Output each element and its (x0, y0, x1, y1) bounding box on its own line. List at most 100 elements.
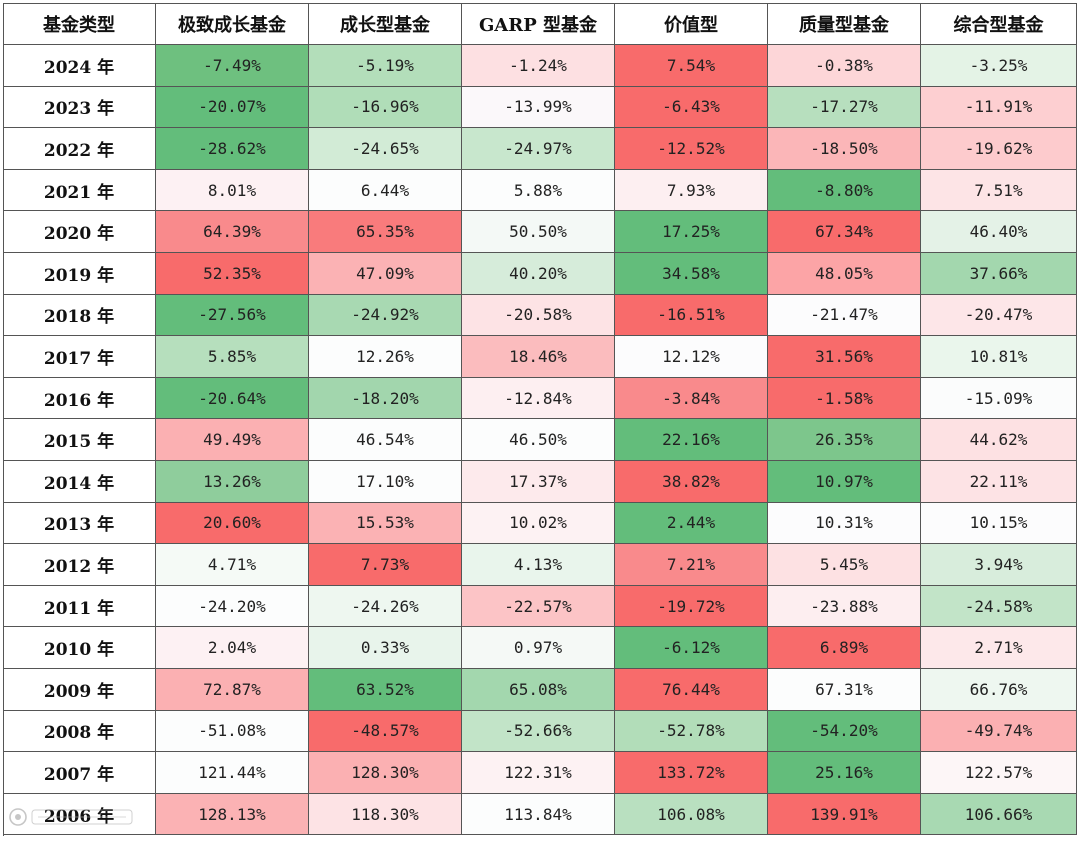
table-cell-value: -5.19% (309, 45, 462, 87)
table-cell-value: 17.10% (309, 461, 462, 503)
table-cell-value: 6.44% (309, 169, 462, 212)
table-cell-value: -24.26% (309, 585, 462, 628)
table-cell-value: 0.97% (462, 627, 615, 669)
table-cell-value: -7.49% (156, 45, 309, 87)
table-cell-value: 7.21% (615, 544, 768, 586)
table-cell-value: 26.35% (768, 419, 921, 461)
table-cell-value: 65.35% (309, 211, 462, 253)
column-header: GARP 型基金 (462, 3, 615, 45)
table-cell-value: 7.51% (921, 169, 1077, 212)
table-cell-value: -19.72% (615, 585, 768, 628)
table-cell-value: -49.74% (921, 710, 1077, 753)
table-cell-value: -3.25% (921, 45, 1077, 87)
table-cell-value: 50.50% (462, 211, 615, 253)
table-cell-value: 10.31% (768, 502, 921, 545)
row-year-label: 2006 年 (3, 793, 156, 836)
table-cell-value: 10.81% (921, 336, 1077, 378)
table-cell-value: 2.71% (921, 627, 1077, 669)
table-cell-value: 6.89% (768, 627, 921, 669)
table-cell-value: 22.16% (615, 419, 768, 461)
table-cell-value: 0.33% (309, 627, 462, 669)
table-cell-value: -22.57% (462, 585, 615, 628)
table-cell-value: 122.31% (462, 752, 615, 794)
table-cell-value: 72.87% (156, 669, 309, 711)
table-cell-value: -23.88% (768, 585, 921, 628)
table-cell-value: 106.66% (921, 793, 1077, 836)
table-cell-value: -52.66% (462, 710, 615, 753)
table-cell-value: 10.02% (462, 502, 615, 545)
row-year-label: 2008 年 (3, 710, 156, 753)
table-cell-value: 7.93% (615, 169, 768, 212)
table-cell-value: -28.62% (156, 128, 309, 170)
column-header: 极致成长基金 (156, 3, 309, 45)
row-year-label: 2014 年 (3, 461, 156, 503)
table-cell-value: -0.38% (768, 45, 921, 87)
table-cell-value: -17.27% (768, 86, 921, 129)
table-cell-value: 46.50% (462, 419, 615, 461)
table-cell-value: -24.65% (309, 128, 462, 170)
table-cell-value: -16.96% (309, 86, 462, 129)
table-cell-value: 34.58% (615, 253, 768, 295)
table-cell-value: 18.46% (462, 336, 615, 378)
table-cell-value: -52.78% (615, 710, 768, 753)
row-year-label: 2017 年 (3, 336, 156, 378)
table-cell-value: -27.56% (156, 294, 309, 337)
table-cell-value: 128.30% (309, 752, 462, 794)
table-cell-value: -18.50% (768, 128, 921, 170)
table-cell-value: 37.66% (921, 253, 1077, 295)
table-cell-value: -3.84% (615, 377, 768, 420)
table-cell-value: -16.51% (615, 294, 768, 337)
table-cell-value: -6.43% (615, 86, 768, 129)
table-cell-value: 46.40% (921, 211, 1077, 253)
table-cell-value: 22.11% (921, 461, 1077, 503)
table-cell-value: 128.13% (156, 793, 309, 836)
table-cell-value: -20.64% (156, 377, 309, 420)
table-cell-value: -54.20% (768, 710, 921, 753)
table-cell-value: 133.72% (615, 752, 768, 794)
table-cell-value: -12.84% (462, 377, 615, 420)
table-cell-value: 4.13% (462, 544, 615, 586)
table-cell-value: 4.71% (156, 544, 309, 586)
row-year-label: 2010 年 (3, 627, 156, 669)
table-cell-value: -48.57% (309, 710, 462, 753)
row-year-label: 2020 年 (3, 211, 156, 253)
table-cell-value: 121.44% (156, 752, 309, 794)
column-header: 质量型基金 (768, 3, 921, 45)
table-cell-value: 52.35% (156, 253, 309, 295)
table-cell-value: -12.52% (615, 128, 768, 170)
table-cell-value: -24.58% (921, 585, 1077, 628)
table-cell-value: 122.57% (921, 752, 1077, 794)
table-cell-value: 7.73% (309, 544, 462, 586)
table-cell-value: -20.47% (921, 294, 1077, 337)
row-year-label: 2011 年 (3, 585, 156, 628)
table-cell-value: -19.62% (921, 128, 1077, 170)
row-year-label: 2015 年 (3, 419, 156, 461)
table-cell-value: -21.47% (768, 294, 921, 337)
fund-returns-table: 基金类型 极致成长基金 成长型基金 GARP 型基金 价值型 质量型基金 综合型基金 2024… (3, 3, 1077, 836)
table-cell-value: 13.26% (156, 461, 309, 503)
table-cell-value: -51.08% (156, 710, 309, 753)
row-year-label: 2009 年 (3, 669, 156, 711)
table-cell-value: 49.49% (156, 419, 309, 461)
row-year-label: 2007 年 (3, 752, 156, 794)
column-header: 综合型基金 (921, 3, 1077, 45)
table-cell-value: 10.15% (921, 502, 1077, 545)
table-cell-value: 5.45% (768, 544, 921, 586)
table-cell-value: -20.07% (156, 86, 309, 129)
table-cell-value: -6.12% (615, 627, 768, 669)
table-cell-value: 48.05% (768, 253, 921, 295)
table-cell-value: 106.08% (615, 793, 768, 836)
table-cell-value: 113.84% (462, 793, 615, 836)
row-year-label: 2016 年 (3, 377, 156, 420)
table-cell-value: -24.20% (156, 585, 309, 628)
table-cell-value: -15.09% (921, 377, 1077, 420)
table-cell-value: 15.53% (309, 502, 462, 545)
table-cell-value: 38.82% (615, 461, 768, 503)
table-cell-value: 10.97% (768, 461, 921, 503)
table-cell-value: 76.44% (615, 669, 768, 711)
table-cell-value: -8.80% (768, 169, 921, 212)
table-cell-value: -1.24% (462, 45, 615, 87)
column-header: 价值型 (615, 3, 768, 45)
table-cell-value: 31.56% (768, 336, 921, 378)
table-cell-value: 67.31% (768, 669, 921, 711)
